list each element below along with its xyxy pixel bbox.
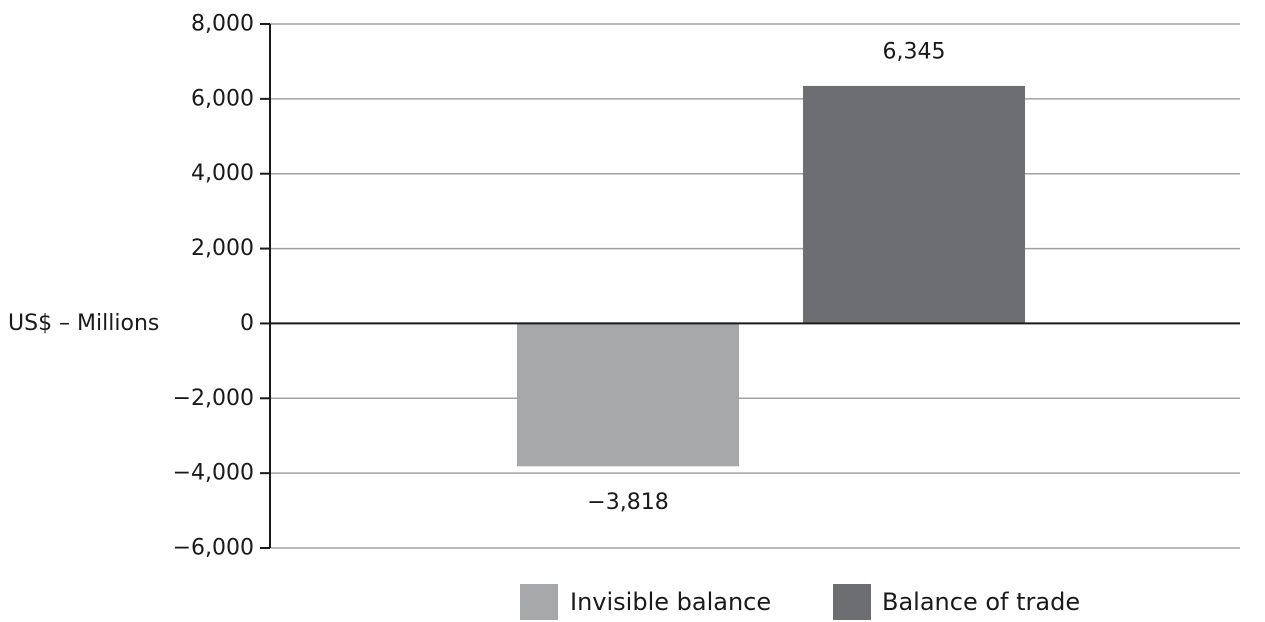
bar-balance-of-trade <box>803 85 1025 324</box>
legend: Invisible balance Balance of trade <box>520 584 1080 620</box>
y-tick-label: −6,000 <box>173 536 254 561</box>
y-tick-label: 6,000 <box>191 86 254 111</box>
y-axis-title: US$ – Millions <box>8 311 159 336</box>
legend-label: Balance of trade <box>882 588 1080 616</box>
y-tick-label: −4,000 <box>173 461 254 486</box>
legend-label: Invisible balance <box>570 588 771 616</box>
data-label: −3,818 <box>587 490 668 515</box>
y-tick-label: 0 <box>240 311 254 336</box>
y-tick-label: 4,000 <box>191 161 254 186</box>
y-tick-label: 8,000 <box>191 12 254 37</box>
data-labels: −3,818 6,345 <box>587 39 945 514</box>
y-tick-label: −2,000 <box>173 386 254 411</box>
gridlines <box>270 23 1240 549</box>
data-label: 6,345 <box>883 39 946 64</box>
bar-invisible-balance <box>517 323 739 467</box>
legend-swatch <box>520 584 558 620</box>
y-axis: 8,000 6,000 4,000 2,000 0 −2,000 −4,000 −6,000 <box>173 12 1240 561</box>
legend-swatch <box>833 584 871 620</box>
bars <box>517 85 1025 467</box>
y-tick-label: 2,000 <box>191 236 254 261</box>
